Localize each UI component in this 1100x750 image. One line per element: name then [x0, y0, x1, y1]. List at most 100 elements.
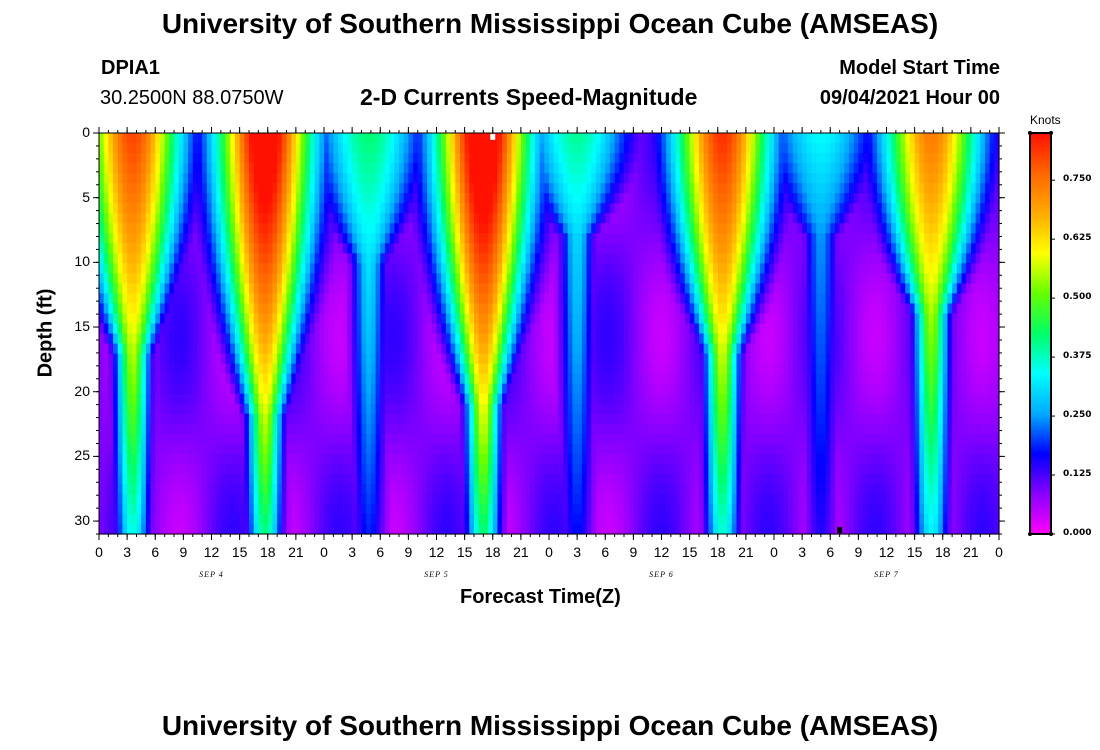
- heatmap-cell: [961, 363, 967, 375]
- heatmap-cell: [356, 243, 363, 254]
- heatmap-cell: [886, 333, 892, 345]
- heatmap-cell: [103, 173, 109, 184]
- heatmap-cell: [324, 163, 330, 174]
- heatmap-cell: [647, 203, 653, 214]
- heatmap-cell: [427, 293, 433, 305]
- heatmap-cell: [741, 303, 747, 315]
- heatmap-cell: [750, 273, 756, 284]
- heatmap-cell: [577, 353, 583, 365]
- heatmap-cell: [938, 223, 944, 234]
- heatmap-cell: [661, 193, 667, 204]
- heatmap-cell: [909, 373, 916, 385]
- heatmap-cell: [970, 223, 977, 234]
- heatmap-cell: [816, 313, 822, 325]
- heatmap-cell: [403, 293, 409, 305]
- heatmap-cell: [530, 323, 536, 335]
- heatmap-cell: [741, 223, 747, 234]
- heatmap-cell: [127, 333, 133, 345]
- heatmap-cell: [281, 153, 288, 164]
- heatmap-cell: [417, 163, 424, 174]
- heatmap-cell: [506, 243, 513, 254]
- heatmap-cell: [670, 383, 677, 395]
- heatmap-cell: [300, 273, 306, 284]
- heatmap-cell: [755, 343, 761, 355]
- heatmap-cell: [474, 133, 480, 144]
- heatmap-cell: [956, 333, 963, 345]
- heatmap-cell: [750, 243, 756, 254]
- heatmap-cell: [666, 163, 672, 174]
- heatmap-cell: [525, 133, 531, 144]
- heatmap-cell: [403, 243, 409, 254]
- heatmap-cell: [872, 313, 878, 325]
- heatmap-cell: [413, 153, 419, 164]
- heatmap-cell: [103, 133, 109, 144]
- heatmap-cell: [567, 223, 574, 234]
- heatmap-cell: [816, 263, 822, 274]
- heatmap-cell: [670, 153, 677, 164]
- heatmap-cell: [839, 133, 845, 144]
- heatmap-cell: [586, 163, 592, 174]
- heatmap-cell: [947, 163, 953, 174]
- heatmap-cell: [891, 173, 897, 184]
- heatmap-cell: [506, 213, 513, 224]
- heatmap-cell: [703, 333, 709, 345]
- heatmap-cell: [488, 143, 494, 154]
- heatmap-cell: [713, 303, 719, 315]
- heatmap-cell: [216, 193, 222, 204]
- heatmap-cell: [478, 383, 484, 395]
- heatmap-cell: [159, 353, 166, 365]
- heatmap-cell: [549, 143, 555, 154]
- heatmap-cell: [324, 223, 330, 234]
- heatmap-cell: [684, 313, 691, 325]
- heatmap-cell: [699, 263, 705, 274]
- heatmap-cell: [759, 323, 766, 335]
- heatmap-cell: [445, 273, 452, 284]
- heatmap-cell: [647, 283, 653, 295]
- heatmap-cell: [839, 203, 845, 214]
- heatmap-cell: [830, 203, 836, 214]
- heatmap-cell: [806, 243, 813, 254]
- heatmap-cell: [881, 173, 888, 184]
- heatmap-cell: [924, 143, 930, 154]
- heatmap-cell: [197, 273, 203, 284]
- heatmap-cell: [624, 203, 630, 214]
- heatmap-cell: [572, 313, 578, 325]
- heatmap-cell: [633, 333, 639, 345]
- heatmap-cell: [155, 243, 161, 254]
- heatmap-cell: [356, 353, 363, 365]
- heatmap-cell: [422, 243, 428, 254]
- heatmap-cell: [736, 373, 742, 385]
- heatmap-cell: [938, 323, 944, 335]
- heatmap-cell: [234, 363, 241, 375]
- heatmap-cell: [802, 183, 808, 194]
- heatmap-cell: [741, 353, 747, 365]
- heatmap-cell: [441, 293, 447, 305]
- heatmap-cell: [159, 233, 166, 244]
- heatmap-cell: [581, 153, 588, 164]
- heatmap-cell: [305, 343, 311, 355]
- heatmap-cell: [966, 143, 972, 154]
- heatmap-cell: [234, 323, 241, 335]
- heatmap-cell: [858, 313, 864, 325]
- heatmap-cell: [338, 323, 344, 335]
- heatmap-cell: [713, 133, 719, 144]
- heatmap-cell: [408, 153, 414, 164]
- heatmap-cell: [633, 303, 639, 315]
- heatmap-cell: [445, 313, 452, 325]
- heatmap-cell: [455, 243, 461, 254]
- heatmap-cell: [328, 283, 334, 295]
- heatmap-cell: [670, 253, 677, 264]
- heatmap-cell: [145, 323, 152, 335]
- heatmap-cell: [370, 383, 377, 395]
- heatmap-cell: [609, 223, 616, 234]
- heatmap-cell: [99, 183, 105, 194]
- heatmap-cell: [113, 303, 119, 315]
- heatmap-cell: [759, 383, 766, 395]
- heatmap-cell: [825, 283, 831, 295]
- heatmap-cell: [567, 333, 574, 345]
- heatmap-cell: [558, 243, 564, 254]
- heatmap-cell: [239, 373, 245, 385]
- heatmap-cell: [722, 313, 728, 325]
- heatmap-cell: [656, 273, 663, 284]
- heatmap-cell: [253, 213, 259, 224]
